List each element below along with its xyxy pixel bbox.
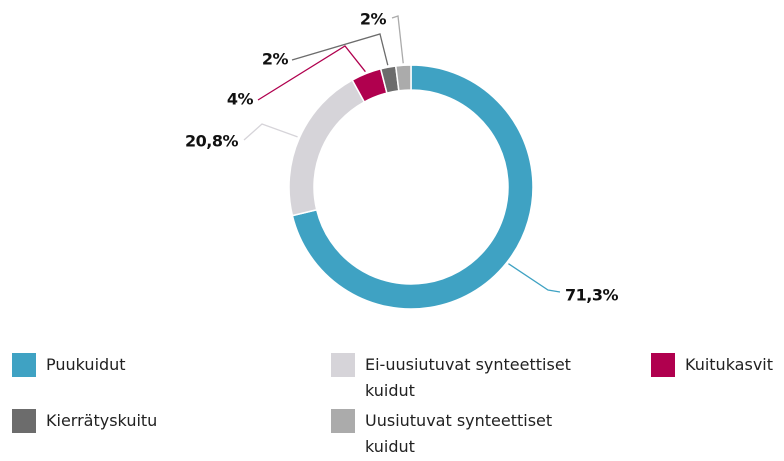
legend-swatch <box>331 409 355 433</box>
legend-item: Puukuidut <box>12 352 126 378</box>
legend-swatch <box>12 353 36 377</box>
value-label: 2% <box>262 50 289 69</box>
value-label: 20,8% <box>185 132 238 151</box>
leader-line <box>243 123 298 141</box>
legend-swatch <box>651 353 675 377</box>
legend-swatch <box>12 409 36 433</box>
leader-line <box>391 15 404 64</box>
legend-item: Uusiutuvat synteettiset kuidut <box>331 408 591 460</box>
legend-label: Uusiutuvat synteettiset kuidut <box>365 411 553 456</box>
legend: Puukuidut Ei-uusiutuvat synteettiset kuid… <box>0 350 784 461</box>
legend-label: Puukuidut <box>46 355 126 374</box>
legend-label: Ei-uusiutuvat synteettiset kuidut <box>365 355 571 400</box>
chart: 71,3% 20,8% 4% 2% 2% <box>185 10 619 310</box>
legend-label: Kierrätyskuitu <box>46 411 158 430</box>
donut-slice <box>291 64 534 310</box>
legend-item: Ei-uusiutuvat synteettiset kuidut <box>331 352 591 404</box>
legend-swatch <box>331 353 355 377</box>
leader-line <box>291 33 389 66</box>
donut-slice <box>394 64 412 92</box>
leader-line <box>508 263 561 293</box>
value-label: 2% <box>360 10 387 29</box>
leader-line <box>257 45 366 101</box>
legend-item: Kierrätyskuitu <box>12 408 157 434</box>
value-label: 71,3% <box>565 286 618 305</box>
donut-slice <box>288 79 366 217</box>
legend-item: Kuitukasvit <box>651 352 773 378</box>
value-label: 4% <box>227 90 254 109</box>
legend-label: Kuitukasvit <box>685 355 774 374</box>
